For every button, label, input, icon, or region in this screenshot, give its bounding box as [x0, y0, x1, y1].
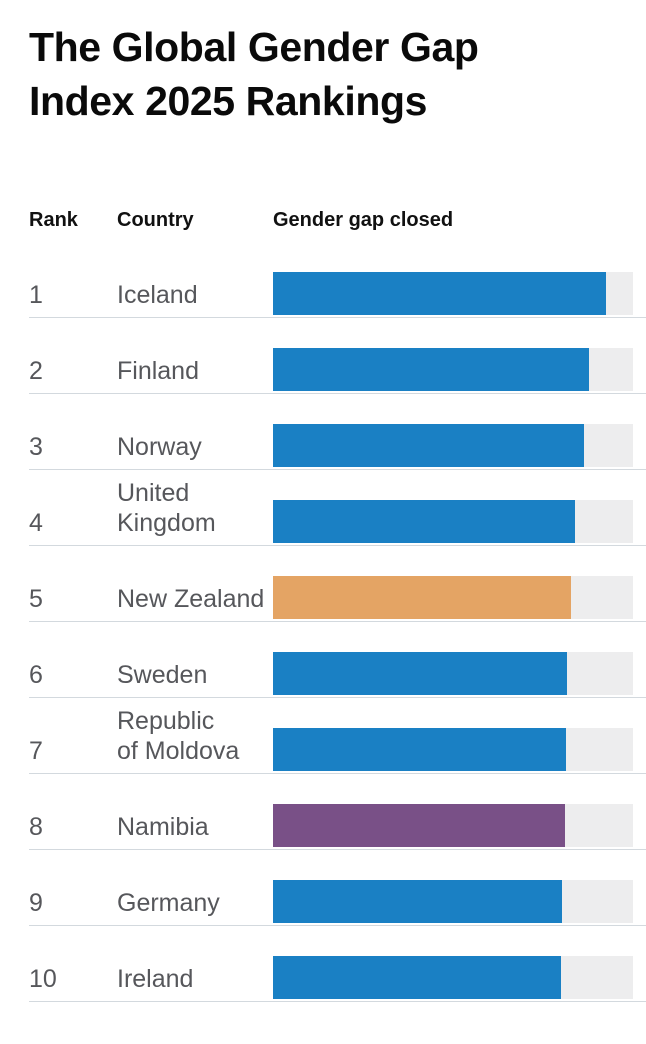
bar-fill: [273, 652, 568, 695]
country-cell: Republic of Moldova: [117, 707, 240, 765]
country-cell: Finland: [117, 357, 199, 385]
bar-track: [273, 956, 633, 999]
table-row: 6 Sweden: [29, 622, 646, 698]
rank-cell: 3: [29, 433, 43, 461]
rank-cell: 8: [29, 813, 43, 841]
table-row: 1 Iceland: [29, 242, 646, 318]
bar-track: [273, 652, 633, 695]
bar-fill: [273, 424, 584, 467]
bar-track: [273, 348, 633, 391]
country-cell: Iceland: [117, 281, 198, 309]
bar-track: [273, 272, 633, 315]
bar-track: [273, 728, 633, 771]
bar-track: [273, 500, 633, 543]
bar-fill: [273, 348, 590, 391]
column-header-country: Country: [117, 209, 194, 231]
rank-cell: 7: [29, 737, 43, 765]
bar-track: [273, 804, 633, 847]
bar-fill: [273, 880, 563, 923]
bar-fill: [273, 272, 607, 315]
bar-track: [273, 576, 633, 619]
rank-cell: 1: [29, 281, 43, 309]
table-row: 5 New Zealand: [29, 546, 646, 622]
country-cell: Ireland: [117, 965, 194, 993]
bar-fill: [273, 728, 566, 771]
country-cell: Germany: [117, 889, 220, 917]
column-header-gap: Gender gap closed: [273, 209, 454, 231]
table-row: 8 Namibia: [29, 774, 646, 850]
table-row: 4 United Kingdom: [29, 470, 646, 546]
table-row: 3 Norway: [29, 394, 646, 470]
table-row: 2 Finland: [29, 318, 646, 394]
bar-track: [273, 880, 633, 923]
rank-cell: 5: [29, 585, 43, 613]
bar-fill: [273, 956, 562, 999]
country-cell: New Zealand: [117, 585, 265, 613]
page-title-line-1: The Global Gender Gap: [29, 24, 479, 70]
table-row: 7 Republic of Moldova: [29, 698, 646, 774]
bar-fill-highlight-orange: [273, 576, 571, 619]
column-header-rank: Rank: [29, 209, 78, 231]
column-headers: Rank Country Gender gap closed: [29, 208, 646, 232]
ranking-table: 1 Iceland 2 Finland 3 Norway 4 United Ki…: [29, 242, 646, 1002]
bar-track: [273, 424, 633, 467]
country-cell: Norway: [117, 433, 202, 461]
rank-cell: 10: [29, 965, 57, 993]
rank-cell: 9: [29, 889, 43, 917]
bar-fill-highlight-purple: [273, 804, 565, 847]
page-title-line-2: Index 2025 Rankings: [29, 78, 428, 124]
page-title: The Global Gender Gap Index 2025 Rankings: [29, 20, 646, 128]
country-cell: Sweden: [117, 661, 208, 689]
rank-cell: 6: [29, 661, 43, 689]
rank-cell: 4: [29, 509, 43, 537]
chart-page: The Global Gender Gap Index 2025 Rankings…: [0, 20, 646, 1002]
bar-fill: [273, 500, 575, 543]
country-cell: United Kingdom: [117, 479, 216, 537]
table-row: 10 Ireland: [29, 926, 646, 1002]
table-row: 9 Germany: [29, 850, 646, 926]
country-cell: Namibia: [117, 813, 209, 841]
rank-cell: 2: [29, 357, 43, 385]
